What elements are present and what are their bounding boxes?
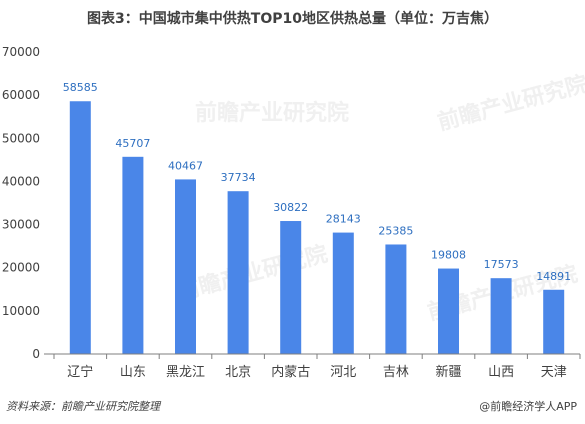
y-tick-label: 70000 [2, 45, 40, 59]
credit-note: @前瞻经济学人APP [479, 400, 577, 413]
data-label: 37734 [221, 171, 256, 184]
y-tick-label: 10000 [2, 304, 40, 318]
bar [280, 221, 302, 354]
source-note: 资料来源：前瞻产业研究院整理 [6, 400, 160, 413]
x-tick-label: 北京 [225, 365, 251, 380]
data-label: 25385 [378, 224, 413, 237]
bars: 58585 45707 40467 37734 30822 28143 25385 19808… [63, 81, 571, 354]
bar [385, 244, 407, 354]
watermark-text: 前瞻产业研究院 [435, 71, 585, 136]
bar [543, 289, 565, 354]
x-tick-label: 河北 [330, 365, 356, 380]
x-tick-label: 黑龙江 [166, 365, 205, 380]
bar [69, 101, 91, 354]
data-label: 19808 [431, 249, 466, 262]
x-tick-label: 天津 [541, 365, 567, 380]
y-tick-label: 50000 [2, 131, 40, 145]
x-tick-label: 山东 [120, 365, 146, 380]
y-tick-label: 30000 [2, 218, 40, 232]
x-axis: 辽宁 山东 黑龙江 北京 内蒙古 河北 吉林 新疆 山西 天津 [44, 353, 581, 380]
y-axis: 0 10000 20000 30000 40000 50000 60000 70000 [2, 45, 40, 361]
data-label: 30822 [273, 201, 308, 214]
bar [438, 268, 459, 354]
x-tick-label: 山西 [488, 365, 514, 380]
data-label: 17573 [484, 258, 519, 271]
watermark-text: 前瞻产业研究院 [195, 100, 349, 126]
y-tick-label: 0 [32, 347, 40, 361]
bar [490, 278, 512, 354]
x-tick-label: 吉林 [383, 365, 409, 380]
bar [332, 232, 354, 354]
data-label: 14891 [536, 270, 571, 283]
x-tick-label: 新疆 [435, 364, 461, 380]
x-tick-label: 内蒙古 [271, 364, 310, 380]
data-label: 58585 [63, 81, 98, 94]
y-tick-label: 40000 [2, 174, 40, 188]
data-label: 28143 [326, 213, 361, 226]
data-label: 45707 [115, 137, 150, 150]
y-tick-label: 20000 [2, 261, 40, 275]
y-tick-label: 60000 [2, 88, 40, 102]
bar [227, 191, 249, 354]
watermark-text: 前瞻产业研究院 [175, 241, 330, 306]
x-tick-label: 辽宁 [67, 364, 93, 380]
data-label: 40467 [168, 159, 203, 172]
chart-title: 图表3：中国城市集中供热TOP10地区供热总量（单位：万吉焦） [87, 11, 498, 27]
bar [175, 179, 196, 354]
bar [122, 156, 144, 354]
